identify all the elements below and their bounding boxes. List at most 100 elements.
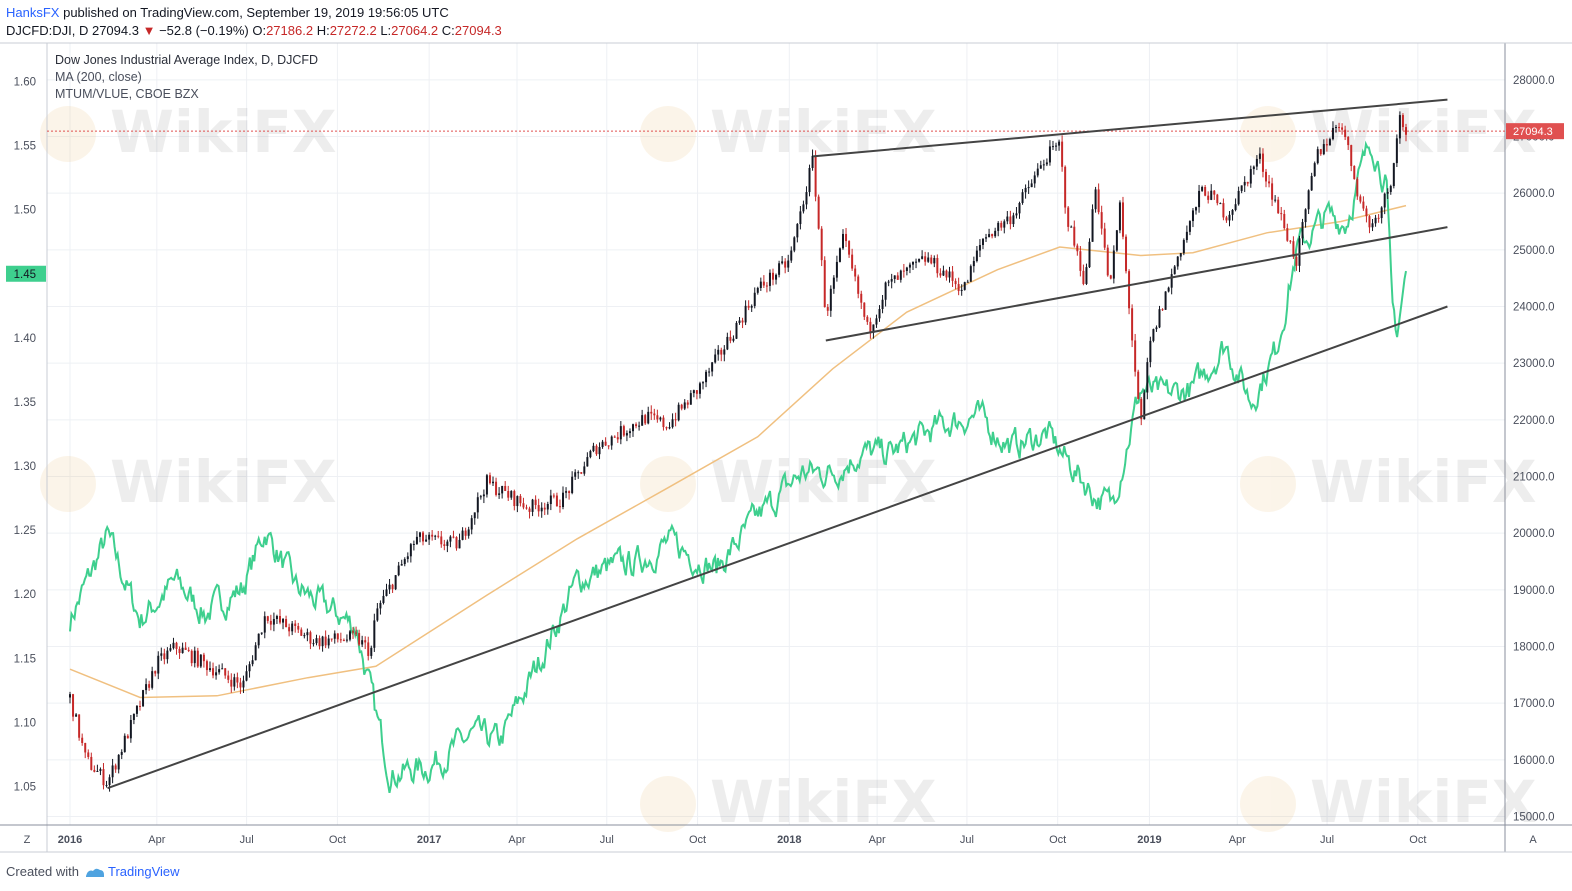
candle-body <box>239 682 242 688</box>
candle-body <box>1268 181 1271 184</box>
candle-body <box>406 556 409 560</box>
candle-body <box>1219 203 1222 205</box>
watermark-icon <box>1240 776 1296 832</box>
tradingview-brand[interactable]: TradingView <box>85 864 180 879</box>
right-axis-tick-label: 20000.0 <box>1513 528 1555 540</box>
candle-body <box>884 282 887 300</box>
legend-title[interactable]: Dow Jones Industrial Average Index, D, D… <box>55 53 319 67</box>
candle-body <box>1006 216 1009 222</box>
footer: Created with TradingView <box>6 864 180 879</box>
candle-body <box>245 671 248 681</box>
high-value: 27272.2 <box>329 23 377 38</box>
chart-legend: Dow Jones Industrial Average Index, D, D… <box>55 52 318 103</box>
candle-body <box>1371 223 1374 228</box>
candle-body <box>105 785 108 787</box>
candle-body <box>1109 275 1112 279</box>
dji-candles <box>69 111 1407 792</box>
candle-body <box>1146 362 1149 393</box>
scale-auto-button[interactable]: A <box>1529 834 1537 846</box>
last-price: 27094.3 <box>91 23 139 38</box>
time-axis-label: 2019 <box>1137 834 1161 846</box>
time-axis: 2016 Apr Jul Oct 2017 Apr Jul Oct 2018 Apr Jul Oct 2… <box>58 834 1427 846</box>
candle-body <box>257 633 260 646</box>
watermark-icon <box>1240 456 1296 512</box>
candle-body <box>1140 398 1143 420</box>
symbol-label: DJCFD:DJI, D <box>6 23 89 38</box>
candle-body <box>1012 215 1015 225</box>
candle-body <box>632 424 635 432</box>
candle-body <box>1319 149 1322 155</box>
candle-body <box>525 507 528 509</box>
candle-body <box>921 256 924 259</box>
candle-body <box>1048 146 1051 163</box>
candle-body <box>549 495 552 505</box>
candle-body <box>647 411 650 424</box>
left-axis-tick-label: 1.60 <box>14 76 36 88</box>
candle-body <box>963 282 966 290</box>
candle-body <box>476 497 479 513</box>
candle-body <box>790 250 793 261</box>
candle-body <box>665 427 668 429</box>
candle-body <box>1386 191 1389 194</box>
candle-body <box>1377 217 1380 219</box>
candle-body <box>705 371 708 383</box>
candle-body <box>482 494 485 497</box>
candle-body <box>537 505 540 512</box>
candle-body <box>799 211 802 225</box>
candle-body <box>1286 228 1289 241</box>
candle-body <box>409 544 412 557</box>
legend-ma[interactable]: MA (200, close) <box>55 70 142 84</box>
candle-body <box>172 642 175 649</box>
high-label: H: <box>316 23 330 38</box>
candle-body <box>613 436 616 438</box>
candle-body <box>997 222 1000 231</box>
candle-body <box>902 270 905 272</box>
candle-body <box>558 506 561 508</box>
candle-body <box>656 415 659 420</box>
candle-body <box>1231 209 1234 215</box>
candle-body <box>1155 327 1158 330</box>
mtum-vlue-ratio-line <box>69 140 1407 793</box>
candle-body <box>793 237 796 251</box>
candle-body <box>282 619 285 623</box>
candle-body <box>1374 217 1377 224</box>
candle-body <box>425 539 428 542</box>
candle-body <box>1261 153 1264 172</box>
candle-body <box>1039 165 1042 169</box>
author-name[interactable]: HanksFX <box>6 5 60 20</box>
legend-ratio[interactable]: MTUM/VLUE, CBOE BZX <box>55 87 199 101</box>
candle-body <box>318 638 321 647</box>
candle-body <box>607 445 610 447</box>
candle-body <box>677 404 680 421</box>
time-axis-label: Apr <box>148 834 165 846</box>
candle-body <box>1395 138 1398 164</box>
low-label: L: <box>380 23 392 38</box>
candle-body <box>1313 163 1316 177</box>
candle-body <box>260 632 263 634</box>
candle-body <box>1283 213 1286 229</box>
left-axis-tick-label: 1.50 <box>14 205 36 217</box>
candle-body <box>568 491 571 493</box>
candle-body <box>479 496 482 498</box>
candle-body <box>1271 183 1274 200</box>
watermark-text: WikiFX <box>710 768 937 836</box>
candle-body <box>224 668 227 676</box>
candle-body <box>817 196 820 229</box>
candle-body <box>552 495 555 497</box>
trendline-2 <box>812 98 1448 158</box>
watermark-icon <box>40 456 96 512</box>
candle-body <box>1030 183 1033 188</box>
candle-body <box>985 237 988 239</box>
candle-body <box>1210 190 1213 200</box>
candle-body <box>775 274 778 280</box>
candle-body <box>1322 144 1325 155</box>
left-axis-tick-label: 1.35 <box>14 397 36 409</box>
candle-body <box>178 648 181 654</box>
candle-body <box>698 383 701 394</box>
candle-body <box>1018 202 1021 214</box>
candle-body <box>1164 291 1167 310</box>
candle-body <box>905 267 908 271</box>
candle-body <box>102 769 105 786</box>
candle-body <box>1249 169 1252 184</box>
